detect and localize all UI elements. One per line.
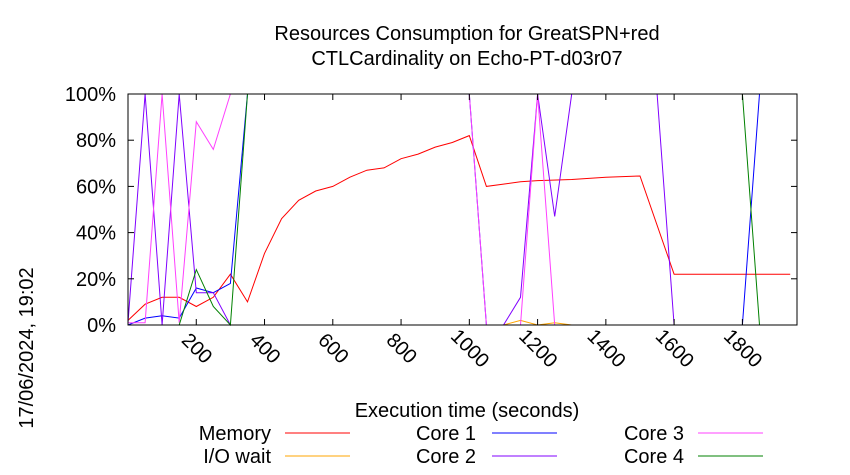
x-tick-label: 1000: [446, 325, 493, 372]
timestamp: 17/06/2024, 19:02: [16, 267, 38, 428]
x-tick-label: 400: [245, 329, 284, 368]
axis-layer: 0% 20% 40% 60% 80% 100% 200 400 600 800 1000 1200 14…: [65, 84, 797, 372]
legend-label-core-4: Core 4: [624, 446, 684, 468]
y-tick-label: 80%: [76, 130, 116, 152]
plot-frame: [127, 93, 798, 326]
x-tick-label: 1600: [651, 325, 698, 372]
y-tick-label: 40%: [76, 223, 116, 245]
x-tick-label: 600: [313, 329, 352, 368]
series-line-memory: [127, 134, 791, 321]
chart-title: Resources Consumption for GreatSPN+red: [274, 23, 659, 45]
x-tick-label: 800: [382, 329, 421, 368]
y-tick-label: 0%: [87, 315, 116, 337]
x-tick-label: 1800: [719, 325, 766, 372]
x-axis-label: Execution time (seconds): [355, 400, 580, 422]
x-tick-label: 1200: [514, 325, 561, 372]
legend-label-i-o-wait: I/O wait: [203, 446, 271, 468]
series-line-core-4: [128, 93, 791, 327]
series-line-core-1: [127, 93, 791, 326]
series-line-core-2: [127, 93, 791, 326]
y-tick-label: 100%: [65, 84, 116, 106]
legend-label-core-1: Core 1: [416, 423, 476, 445]
x-tick-label: 1400: [583, 325, 630, 372]
series-layer: [127, 93, 791, 327]
y-tick-label: 60%: [76, 176, 116, 198]
chart-subtitle: CTLCardinality on Echo-PT-d03r07: [311, 48, 622, 70]
legend-label-core-2: Core 2: [416, 446, 476, 468]
series-line-core-3: [128, 93, 791, 326]
y-tick-label: 20%: [76, 269, 116, 291]
legend-label-core-3: Core 3: [624, 423, 684, 445]
x-tick-label: 200: [177, 329, 216, 368]
legend-label-memory: Memory: [199, 423, 271, 445]
